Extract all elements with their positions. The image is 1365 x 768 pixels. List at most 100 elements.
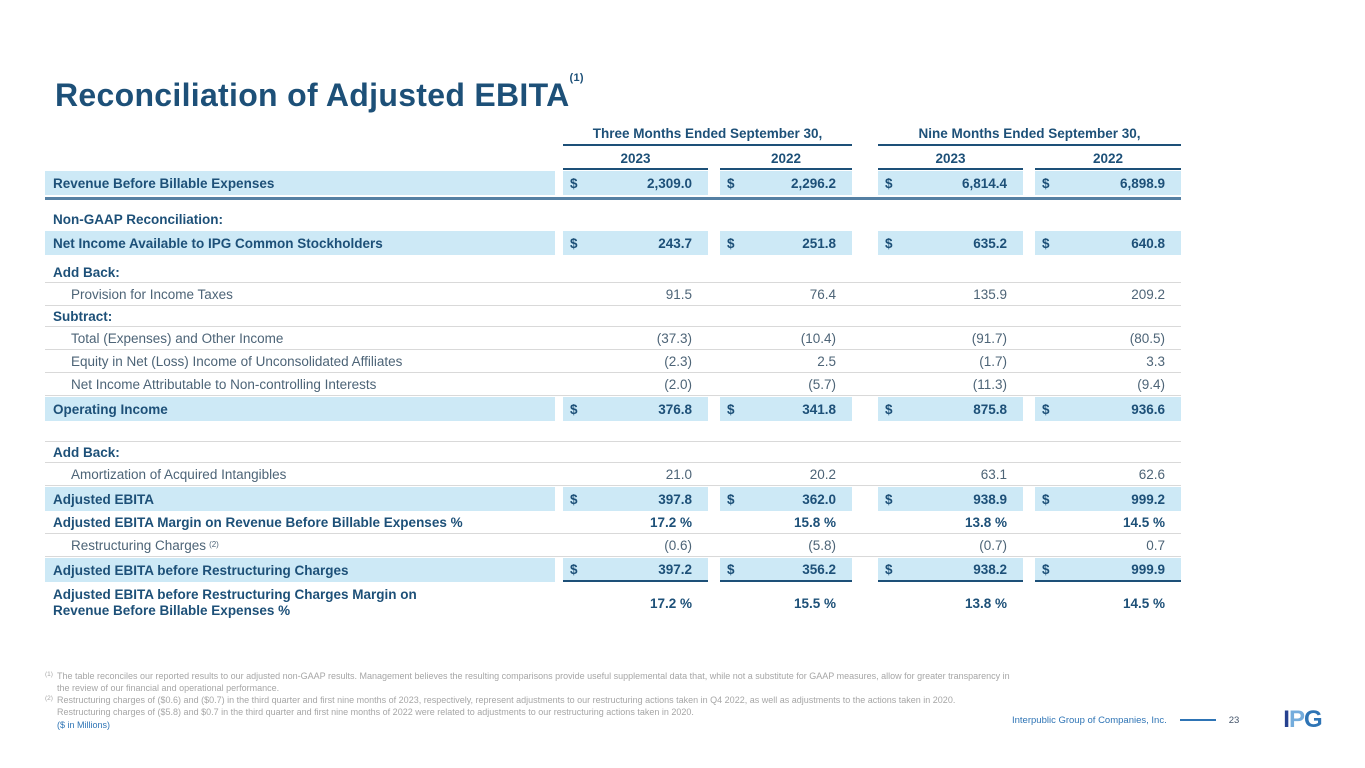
- table-row: Adjusted EBITA before Restructuring Char…: [45, 558, 1181, 582]
- value-cell: 13.8 %: [878, 512, 1023, 533]
- cell-value: (9.4): [1137, 376, 1165, 392]
- cell-value: (91.7): [971, 330, 1007, 346]
- cell-value: 63.1: [980, 466, 1007, 482]
- value-cell: 63.1: [878, 463, 1023, 485]
- value-cell: (5.7): [720, 373, 852, 395]
- year-header: 2023: [563, 151, 708, 170]
- value-cell: (80.5): [1035, 327, 1181, 349]
- cell-value: (2.3): [664, 353, 692, 369]
- cell-value: 362.0: [802, 491, 836, 507]
- value-cell: (9.4): [1035, 373, 1181, 395]
- logo-letter: I: [1283, 706, 1290, 733]
- spacer-with-rule: [45, 422, 1181, 442]
- cell-value: 356.2: [802, 561, 836, 577]
- currency-symbol: $: [1042, 491, 1050, 507]
- row-label: Adjusted EBITA before Restructuring Char…: [45, 558, 555, 582]
- table-row: Amortization of Acquired Intangibles 21.0…: [45, 463, 1181, 486]
- page-number: 23: [1228, 714, 1240, 726]
- cell-value: 14.5 %: [1122, 595, 1165, 611]
- reconciliation-table: Three Months Ended September 30, Nine Mo…: [45, 120, 1181, 623]
- currency-symbol: $: [727, 401, 735, 417]
- table-row: Subtract:: [45, 306, 1181, 327]
- divider-thick: [45, 197, 1181, 200]
- row-label: Add Back:: [53, 264, 120, 280]
- cell-value: 135.9: [973, 286, 1007, 302]
- cell-value: 2,296.2: [790, 175, 836, 191]
- value-cell: 135.9: [878, 283, 1023, 305]
- cell-value: (80.5): [1129, 330, 1165, 346]
- cell-value: (0.6): [664, 537, 692, 553]
- value-cell: 209.2: [1035, 283, 1181, 305]
- cell-value: 341.8: [802, 401, 836, 417]
- table-row: Restructuring Charges (2) (0.6) (5.8) (0.7) 0…: [45, 534, 1181, 557]
- currency-symbol: $: [885, 561, 893, 577]
- cell-value: (10.4): [800, 330, 836, 346]
- value-cell: (5.8): [720, 534, 852, 556]
- footnote-marker: (2): [45, 694, 53, 702]
- year-header: 2023: [878, 151, 1023, 170]
- value-cell: $936.6: [1035, 397, 1181, 421]
- cell-value: 640.8: [1131, 235, 1165, 251]
- table-body: Revenue Before Billable Expenses $2,309.0…: [45, 171, 1181, 623]
- row-label: Net Income Available to IPG Common Stock…: [45, 231, 555, 255]
- cell-value: 3.3: [1146, 353, 1165, 369]
- table-row: Revenue Before Billable Expenses $2,309.0…: [45, 171, 1181, 195]
- value-cell: $875.8: [878, 397, 1023, 421]
- value-cell: $376.8: [563, 397, 708, 421]
- table-row: Operating Income $376.8 $341.8 $875.8 $936.6: [45, 397, 1181, 421]
- row-label: Add Back:: [53, 444, 120, 460]
- cell-value: 6,814.4: [961, 175, 1007, 191]
- value-cell: (91.7): [878, 327, 1023, 349]
- currency-symbol: $: [885, 175, 893, 191]
- row-label: Subtract:: [53, 308, 113, 324]
- table-row: Provision for Income Taxes 91.5 76.4 135.9 2…: [45, 283, 1181, 306]
- value-cell: (2.3): [563, 350, 708, 372]
- cell-value: 17.2 %: [649, 515, 692, 530]
- row-label: Non-GAAP Reconciliation:: [53, 212, 224, 227]
- footnote-marker: (1): [45, 671, 53, 678]
- row-label: Restructuring Charges (2): [71, 537, 219, 553]
- value-cell: $362.0: [720, 487, 852, 511]
- row-label: Equity in Net (Loss) Income of Unconsoli…: [71, 353, 403, 369]
- table-row: Net Income Available to IPG Common Stock…: [45, 231, 1181, 255]
- year-header-row: 2023 2022 2023 2022: [45, 146, 1181, 170]
- table-row: Add Back:: [45, 442, 1181, 463]
- footnote-2: (2) Restructuring charges of ($0.6) and …: [45, 695, 1010, 719]
- table-row: Equity in Net (Loss) Income of Unconsoli…: [45, 350, 1181, 373]
- cell-value: 635.2: [973, 235, 1007, 251]
- value-cell: $999.2: [1035, 487, 1181, 511]
- value-cell: $938.2: [878, 558, 1023, 582]
- table-row: Add Back:: [45, 262, 1181, 283]
- cell-value: 13.8 %: [964, 515, 1007, 530]
- currency-symbol: $: [727, 491, 735, 507]
- slide-footer: Interpublic Group of Companies, Inc. 23 …: [1012, 706, 1323, 733]
- cell-value: 17.2 %: [649, 595, 692, 611]
- table-row: Net Income Attributable to Non-controlli…: [45, 373, 1181, 396]
- cell-value: (11.3): [972, 376, 1007, 392]
- cell-value: 0.7: [1146, 537, 1165, 553]
- row-label: Provision for Income Taxes: [71, 286, 233, 302]
- company-name: Interpublic Group of Companies, Inc.: [1012, 714, 1167, 726]
- table-row: Adjusted EBITA $397.8 $362.0 $938.9 $999.2: [45, 487, 1181, 511]
- page-title-text: Reconciliation of Adjusted EBITA: [55, 77, 570, 114]
- year-header: 2022: [1035, 151, 1181, 170]
- value-cell: $640.8: [1035, 231, 1181, 255]
- currency-symbol: $: [727, 561, 735, 577]
- row-label: Total (Expenses) and Other Income: [71, 330, 284, 346]
- value-cell: 2.5: [720, 350, 852, 372]
- column-group-nine-months: Nine Months Ended September 30,: [878, 126, 1181, 146]
- table-row: Adjusted EBITA Margin on Revenue Before …: [45, 512, 1181, 534]
- value-cell: 15.8 %: [720, 512, 852, 533]
- value-cell: 21.0: [563, 463, 708, 485]
- title-footnote-ref: (1): [569, 71, 584, 84]
- value-cell: $243.7: [563, 231, 708, 255]
- currency-symbol: $: [727, 235, 735, 251]
- value-cell: (37.3): [563, 327, 708, 349]
- cell-value: (5.7): [808, 376, 836, 392]
- cell-value: (1.7): [979, 353, 1007, 369]
- value-cell: $635.2: [878, 231, 1023, 255]
- cell-value: 2.5: [817, 353, 836, 369]
- currency-symbol: $: [1042, 561, 1050, 577]
- value-cell: 20.2: [720, 463, 852, 485]
